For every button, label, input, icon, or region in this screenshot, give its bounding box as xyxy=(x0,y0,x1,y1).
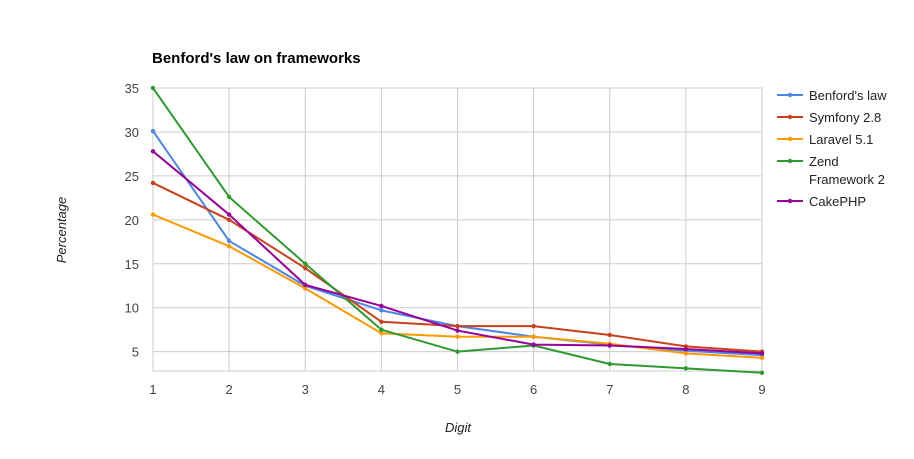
legend-label: Zend Framework 2 xyxy=(809,154,885,187)
data-point xyxy=(607,361,612,367)
series-group xyxy=(150,212,765,361)
legend-label: Laravel 5.1 xyxy=(809,132,873,147)
legend-item: Laravel 5.1 xyxy=(777,132,873,147)
data-point xyxy=(683,366,689,371)
series-group xyxy=(150,149,765,356)
data-point xyxy=(379,308,384,313)
x-tick-label: 8 xyxy=(682,382,689,397)
data-point xyxy=(455,328,460,333)
data-point xyxy=(531,342,536,347)
chart-title: Benford's law on frameworks xyxy=(152,50,361,67)
data-point xyxy=(455,323,460,329)
series-group xyxy=(150,85,765,375)
x-tick-label: 2 xyxy=(226,382,233,397)
data-point xyxy=(150,149,156,154)
data-point xyxy=(150,128,156,134)
legend-label-line: Benford's law xyxy=(809,88,887,103)
data-point xyxy=(455,334,460,339)
y-tick-label: 10 xyxy=(125,301,139,316)
x-tick-label: 9 xyxy=(758,382,765,397)
data-point xyxy=(759,355,765,361)
x-tick-label: 6 xyxy=(530,382,537,397)
legend-item: CakePHP xyxy=(777,194,866,209)
data-point xyxy=(379,319,384,324)
axis-tick-labels: 1 2 3 4 5 6 7 8 9 5 10 15 20 25 30 35 xyxy=(125,81,766,397)
x-tick-label: 5 xyxy=(454,382,461,397)
data-point xyxy=(303,282,308,288)
data-point xyxy=(531,323,536,329)
legend-label-line: Laravel 5.1 xyxy=(809,132,873,147)
data-point xyxy=(379,327,384,332)
data-point xyxy=(150,85,156,91)
data-point xyxy=(226,238,232,244)
data-point xyxy=(455,349,460,354)
legend-label-line: Framework 2 xyxy=(809,172,885,187)
data-point xyxy=(226,217,232,223)
data-point xyxy=(607,332,612,338)
data-point xyxy=(226,243,232,249)
legend-label: CakePHP xyxy=(809,194,866,209)
data-point xyxy=(150,180,156,186)
y-tick-label: 30 xyxy=(125,125,139,140)
data-point xyxy=(759,370,765,375)
legend-swatch-dot xyxy=(787,158,793,164)
data-point xyxy=(683,351,689,356)
data-point xyxy=(226,212,232,217)
data-point xyxy=(303,286,308,291)
y-axis-title: Percentage xyxy=(54,197,69,264)
y-tick-label: 35 xyxy=(125,81,139,96)
x-axis-title: Digit xyxy=(445,420,472,435)
data-point xyxy=(303,265,308,271)
y-tick-label: 15 xyxy=(125,257,139,272)
data-point xyxy=(226,194,232,200)
legend-label-line: Symfony 2.8 xyxy=(809,110,881,125)
x-tick-label: 1 xyxy=(149,382,156,397)
x-tick-label: 7 xyxy=(606,382,613,397)
legend: Benford's law Symfony 2.8 Laravel 5.1 Zend F… xyxy=(777,88,887,209)
legend-swatch-dot xyxy=(787,198,793,204)
legend-item: Zend Framework 2 xyxy=(777,154,885,187)
legend-swatch-dot xyxy=(787,92,793,98)
data-point xyxy=(759,351,765,356)
x-tick-label: 3 xyxy=(302,382,309,397)
legend-label-line: Zend xyxy=(809,154,839,169)
y-tick-label: 5 xyxy=(132,345,139,360)
data-point xyxy=(379,303,384,309)
legend-item: Symfony 2.8 xyxy=(777,110,881,125)
legend-swatch-dot xyxy=(787,136,793,142)
legend-item: Benford's law xyxy=(777,88,887,103)
legend-label-line: CakePHP xyxy=(809,194,866,209)
data-point xyxy=(683,346,689,352)
legend-label: Symfony 2.8 xyxy=(809,110,881,125)
data-point xyxy=(531,334,536,339)
data-point xyxy=(150,212,156,217)
y-tick-label: 20 xyxy=(125,213,139,228)
y-tick-label: 25 xyxy=(125,169,139,184)
legend-label: Benford's law xyxy=(809,88,887,103)
legend-swatch-dot xyxy=(787,114,793,120)
series-lines xyxy=(150,85,765,375)
data-point xyxy=(607,343,612,348)
data-point xyxy=(379,331,384,336)
data-point xyxy=(303,261,308,266)
series-group xyxy=(150,180,765,354)
x-tick-label: 4 xyxy=(378,382,385,397)
